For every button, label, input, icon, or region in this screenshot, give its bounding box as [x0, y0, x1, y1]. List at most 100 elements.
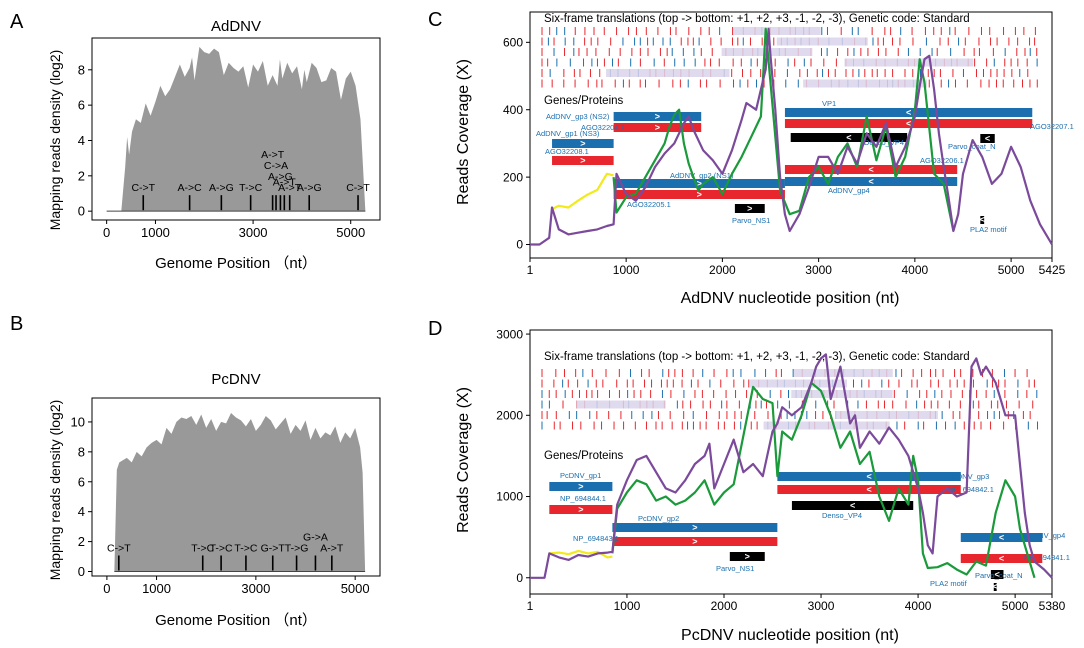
- chart-a-mutation-label: T->C: [239, 182, 262, 194]
- chart-a-marks: C->T A->C A->G T->CA->TC->AA->GA->TA->TA->G…: [78, 46, 370, 240]
- chart-d-gene-arrow: <: [995, 570, 1000, 580]
- chart-b: PcDNV Genome Position （nt） Mapping reads…: [47, 371, 381, 629]
- chart-c-gene-arrow: >: [580, 139, 585, 149]
- chart-a-ytick-label: 6: [78, 98, 85, 113]
- chart-d-gene-label: NP_694844.1: [560, 494, 606, 503]
- chart-c-gene-bar: [613, 179, 785, 188]
- chart-a: AdDNV Genome Position （nt） Mapping reads…: [47, 18, 381, 272]
- chart-d-gene-label: NP_694841.1: [1024, 553, 1070, 562]
- chart-c-orf-band: [844, 58, 974, 67]
- chart-b-ytick-label: 0: [78, 564, 85, 579]
- chart-d-gene-arrow: <: [999, 533, 1004, 543]
- chart-b-ytick-label: 2: [78, 534, 85, 549]
- chart-b-mutation-label: G->T: [261, 543, 286, 555]
- chart-c-gene-bar: [734, 204, 765, 213]
- chart-b-xtick-label: 5000: [341, 581, 370, 596]
- chart-d-gene-arrow: >: [578, 505, 583, 515]
- chart-c-gene-label: Denso_VP4: [864, 138, 904, 147]
- chart-a-ytick-label: 0: [78, 204, 85, 219]
- chart-d-xtick-label: 5380: [1039, 599, 1066, 613]
- chart-c-gene-bar: [613, 112, 702, 121]
- chart-c-gene-bar: [784, 177, 958, 186]
- chart-c-coverage-line-green: [612, 27, 955, 232]
- chart-d-coverage-line-purple: [530, 353, 1053, 579]
- chart-c-xlabel: AdDNV nucleotide position (nt): [681, 290, 900, 307]
- chart-b-density-area: [114, 412, 366, 572]
- chart-c-gene-label: VP1: [822, 99, 836, 108]
- chart-d-plot-frame: [529, 329, 1053, 595]
- chart-c-plot-frame: [529, 11, 1053, 259]
- chart-c-xtick-label: 4000: [902, 263, 929, 277]
- chart-c-gene-bar: [980, 134, 995, 143]
- chart-c-gene-label: Parvo_NS1: [732, 216, 770, 225]
- chart-d-xtick-label: 5000: [1002, 599, 1029, 613]
- chart-d-xlabel: PcDNV nucleotide position (nt): [681, 627, 899, 644]
- chart-d-gene-bar: [549, 482, 613, 491]
- chart-d-gene-arrow: >: [578, 482, 583, 492]
- chart-c-gene-arrow: >: [655, 112, 660, 122]
- chart-c-xtick-label: 1: [527, 263, 534, 277]
- panel-label-a: A: [10, 11, 24, 33]
- chart-c-gene-arrow: <: [846, 133, 851, 143]
- chart-b-ytick-label: 6: [78, 474, 85, 489]
- chart-a-mutation-label: A->T: [278, 182, 302, 194]
- chart-c-coverage-line-purple: [530, 27, 1053, 246]
- chart-c-ytick-label: 0: [516, 238, 523, 252]
- chart-b-title: PcDNV: [211, 371, 260, 388]
- chart-a-mutation-label: C->T: [131, 182, 155, 194]
- chart-c-gene-label: AGO32204.1: [581, 123, 625, 132]
- chart-d-gene-arrow: <: [850, 501, 855, 511]
- chart-a-mutation-label: A->G: [209, 182, 234, 194]
- chart-d-ytick-label: 3000: [496, 327, 523, 341]
- chart-b-ytick-label: 8: [78, 444, 85, 459]
- chart-c-gene-arrow: <: [868, 177, 873, 187]
- chart-d-gene-arrow: <: [866, 485, 871, 495]
- chart-b-xtick-label: 3000: [241, 581, 270, 596]
- chart-b-mutation-label: G->A: [303, 532, 328, 544]
- chart-d-gene-bar: [993, 583, 997, 591]
- chart-a-mutation-label: C->T: [346, 182, 370, 194]
- chart-c-gene-bar: [552, 156, 614, 165]
- chart-d-gene-label: Parvo_coat_N: [975, 571, 1023, 580]
- chart-c-gene-bar: [613, 190, 785, 199]
- chart-d-ylabel: Reads Coverage (X): [455, 387, 472, 533]
- chart-d-gene-bar: [612, 523, 778, 532]
- chart-c-gene-label: AGO32208.1: [545, 147, 589, 156]
- chart-d-gene-arrow: >: [692, 523, 697, 533]
- chart-c-gene-arrow: <: [985, 134, 990, 144]
- chart-b-xlabel: Genome Position （nt）: [155, 612, 317, 629]
- chart-c-gene-label: AGO32205.1: [627, 200, 671, 209]
- chart-c-gene-arrow: <: [906, 108, 911, 118]
- chart-d-genes-title: Genes/Proteins: [544, 450, 624, 462]
- panel-label-c: C: [428, 9, 442, 31]
- chart-c-orf-band: [776, 37, 868, 46]
- chart-c-gene-bar: [613, 123, 702, 132]
- chart-a-xtick-label: 3000: [239, 225, 268, 240]
- chart-c-gene-bar: [784, 165, 958, 174]
- chart-b-mutation-label: C->T: [107, 543, 131, 555]
- chart-c-gene-arrow: >: [580, 156, 585, 166]
- chart-c-coverage-line-yellow: [551, 172, 614, 211]
- chart-c-gene-arrow: <: [868, 165, 873, 175]
- chart-c-gene-arrow: >: [747, 204, 752, 214]
- chart-a-mutation-label: A->C: [178, 182, 203, 194]
- chart-d-gene-arrow: <: [866, 472, 871, 482]
- chart-c-xtick-label: 5000: [998, 263, 1025, 277]
- chart-d-ytick-label: 0: [516, 571, 523, 585]
- chart-b-mutation-label: A->T: [320, 543, 344, 555]
- chart-c-xtick-label: 3000: [805, 263, 832, 277]
- chart-a-xlabel: Genome Position （nt）: [155, 255, 317, 272]
- chart-d-gene-bar: [612, 537, 778, 546]
- chart-c-orf-band: [803, 79, 927, 88]
- chart-b-mutation-label: T->C: [191, 543, 214, 555]
- chart-a-density-area: [106, 46, 366, 212]
- chart-c-gene-arrow: <: [906, 119, 911, 129]
- panel-label-b: B: [10, 313, 23, 335]
- chart-c-gene-label: AdDNV_gp2 (NS1): [670, 171, 734, 180]
- chart-d-orf-band: [763, 421, 890, 430]
- chart-c-ytick-label: 200: [503, 170, 523, 184]
- chart-d-gene-label: PcDNV_gp3: [948, 472, 989, 481]
- chart-d-orf-band: [794, 369, 893, 377]
- chart-d-gene-label: Parvo_NS1: [716, 564, 754, 573]
